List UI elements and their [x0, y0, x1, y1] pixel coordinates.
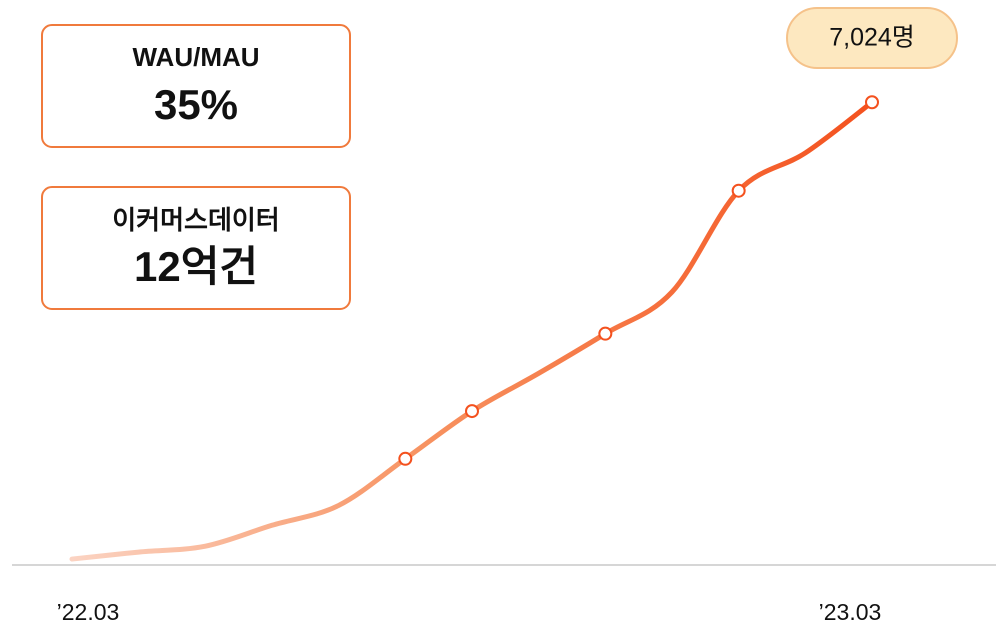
x-tick-label: ’22.03 — [57, 599, 120, 625]
point — [398, 451, 413, 466]
point — [598, 326, 613, 341]
value-label: 7,024명 — [829, 24, 915, 52]
line — [69, 99, 875, 562]
card-value: 35% — [154, 81, 238, 128]
card-label: WAU/MAU — [132, 42, 259, 72]
card-label: 이커머스데이터 — [112, 205, 279, 235]
x-tick-label: ’23.03 — [819, 599, 882, 625]
value-label-bubble — [786, 7, 958, 69]
card-box — [41, 24, 351, 148]
point — [465, 404, 479, 419]
point — [731, 183, 746, 198]
card: 이커머스데이터 12억건 — [41, 186, 351, 310]
card-box — [41, 186, 351, 310]
card-value: 12억건 — [134, 243, 258, 290]
card: WAU/MAU 35% — [41, 24, 351, 148]
point — [865, 95, 879, 110]
